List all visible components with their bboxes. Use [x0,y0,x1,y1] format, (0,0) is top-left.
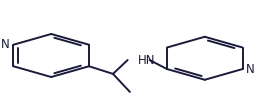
Text: N: N [1,38,10,51]
Text: HN: HN [138,54,156,66]
Text: N: N [246,62,255,75]
